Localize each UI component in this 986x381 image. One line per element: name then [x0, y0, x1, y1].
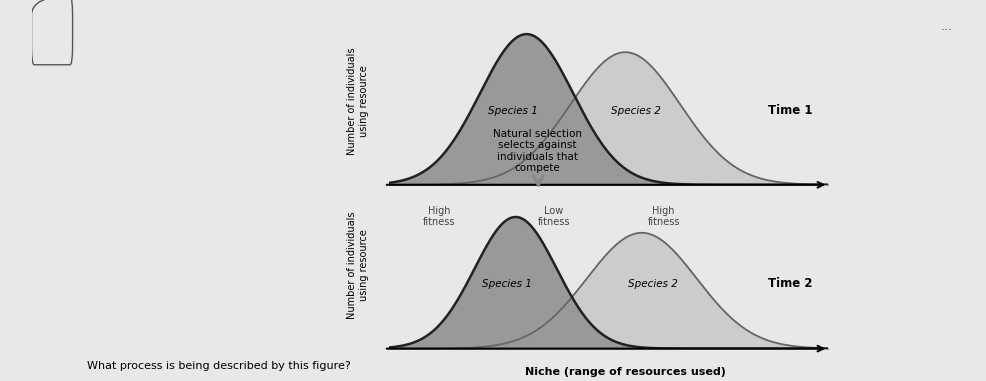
Text: Number of individuals
using resource: Number of individuals using resource: [347, 47, 369, 155]
Text: Species 2: Species 2: [611, 106, 662, 116]
Text: Niche (range of resources used): Niche (range of resources used): [525, 367, 726, 377]
Text: Low
fitness: Low fitness: [537, 206, 570, 227]
Text: ...: ...: [941, 21, 952, 34]
Text: Time 1: Time 1: [767, 104, 812, 117]
Text: Natural selection
selects against
individuals that
compete: Natural selection selects against indivi…: [493, 128, 582, 173]
Text: Number of individuals
using resource: Number of individuals using resource: [347, 211, 369, 319]
Text: Species 1: Species 1: [482, 279, 532, 289]
Text: High
fitness: High fitness: [423, 206, 456, 227]
Text: High
fitness: High fitness: [648, 206, 680, 227]
Text: Time 2: Time 2: [767, 277, 812, 290]
Text: What process is being described by this figure?: What process is being described by this …: [87, 362, 350, 371]
Text: Species 2: Species 2: [628, 279, 677, 289]
Text: Species 1: Species 1: [488, 106, 537, 116]
